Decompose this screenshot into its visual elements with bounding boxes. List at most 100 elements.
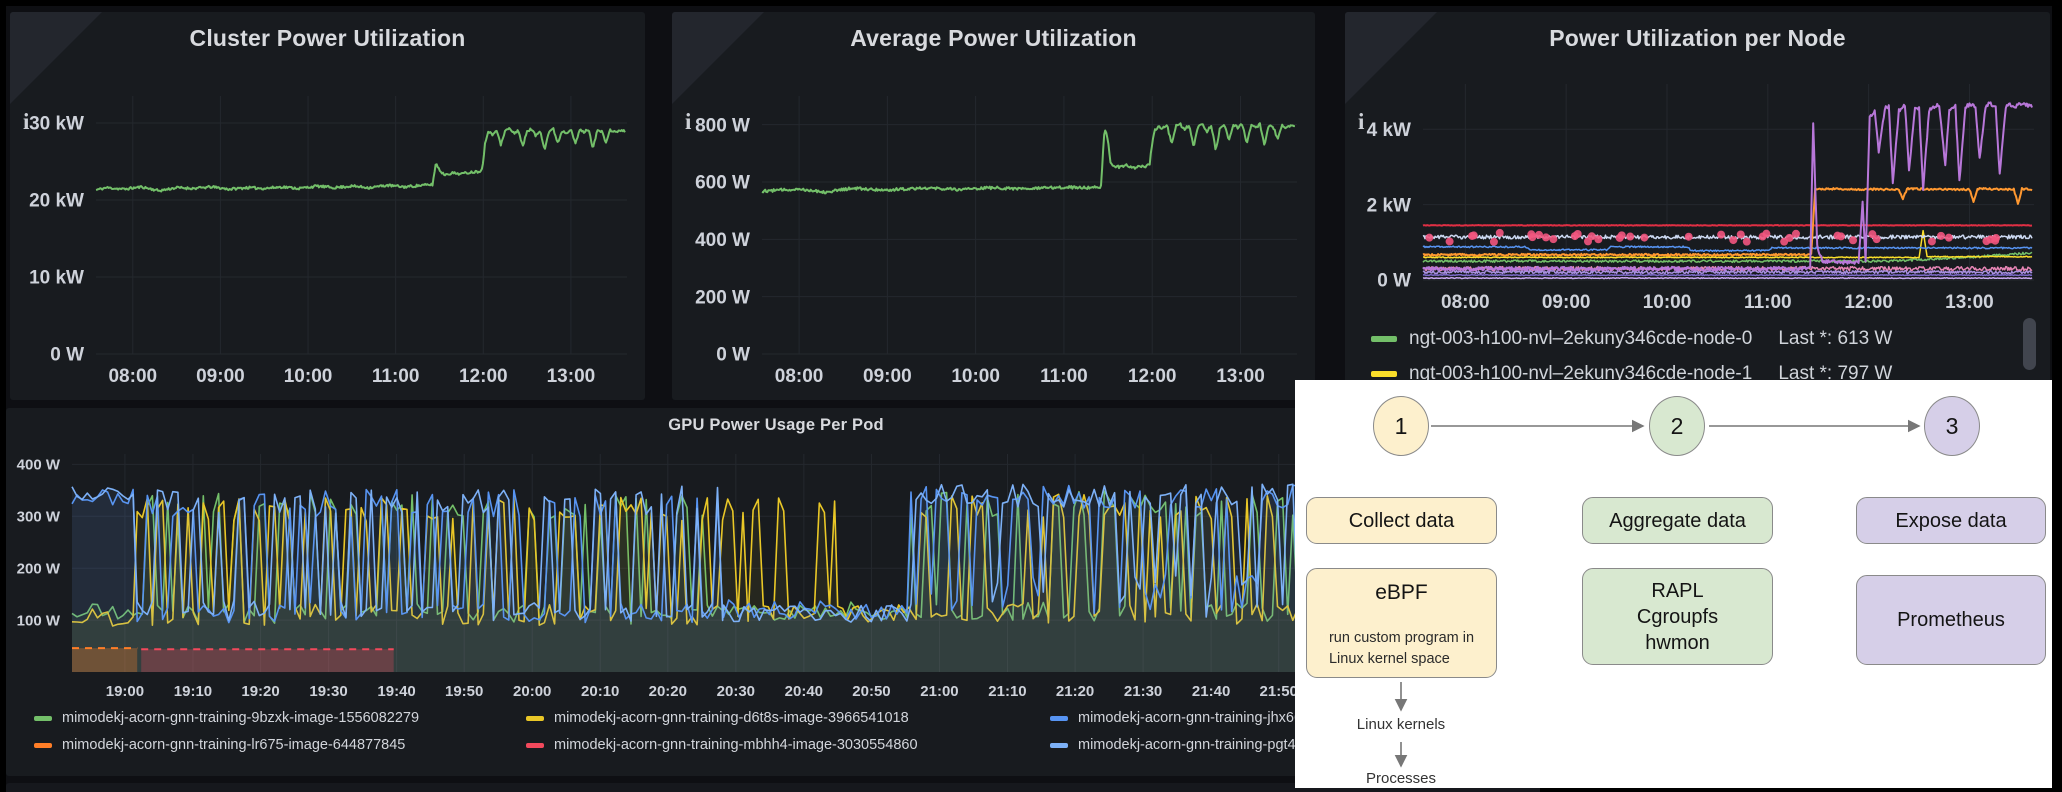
x-tick-label: 11:00 [372,366,420,387]
legend-item[interactable]: mimodekj-acorn-gnn-training-9bzxk-image-… [34,710,526,726]
x-tick-label: 21:20 [1056,683,1094,698]
step-circle-3: 3 [1924,396,1980,456]
legend-last-value: Last *: 613 W [1778,328,1893,349]
series-line-pod-pgt48 [71,483,1527,623]
scatter-dot [1833,231,1842,240]
scatter-dot [1469,231,1478,240]
x-tick-label: 21:50 [1260,683,1298,698]
panel-title[interactable]: Average Power Utilization [850,25,1137,51]
legend-swatch [526,715,544,721]
panel-info-corner[interactable]: i [1345,12,1437,133]
x-tick-label: 13:00 [547,366,596,387]
legend-swatch [1050,715,1068,721]
y-tick-label: 20 kW [29,191,84,212]
y-tick-label: 30 kW [29,114,84,135]
x-tick-label: 20:40 [785,683,823,698]
expose-data-box: Expose data [1856,497,2046,544]
legend-item[interactable]: mimodekj-acorn-gnn-training-mbhh4-image-… [526,737,1050,753]
legend-swatch [34,715,52,721]
prometheus-box: Prometheus [1856,575,2046,665]
series-line-node-yellow [1423,229,2033,259]
gpu-power-chart[interactable]: 100 W 200 W 300 W 400 W 19:00 19:10 19:20 19:30… [6,442,1546,700]
series-line-cluster-total-power [95,127,626,193]
series-line-node-flat-lilac [1422,276,2033,280]
panel-info-corner[interactable]: i [10,12,102,133]
ebpf-box: eBPF run custom program in Linux kernel … [1306,568,1497,678]
info-icon[interactable]: i [23,109,30,134]
scatter-dot [1445,237,1454,246]
legend-item[interactable]: mimodekj-acorn-gnn-training-lr675-image-… [34,737,526,753]
x-tick-label: 09:00 [196,366,245,387]
x-tick-label: 08:00 [1441,292,1490,313]
chart-canvas[interactable]: 100 W 200 W 300 W 400 W 19:00 19:10 19:20 19:30… [6,442,1546,700]
ebpf-title: eBPF [1375,581,1428,604]
panel-cluster-power: i Cluster Power Utilization 0 W 10 kW 20 k… [10,12,645,400]
scatter-dot [1640,233,1649,242]
x-tick-label: 12:00 [459,366,508,387]
info-icon[interactable]: i [1358,109,1365,134]
x-tick-label: 20:30 [717,683,755,698]
legend-item[interactable]: ngt-003-h100-nvl–2ekuny346cde-node-0 Last… [1371,328,1892,350]
gpu-legend: mimodekj-acorn-gnn-training-9bzxk-image-… [34,710,1425,753]
collect-data-box: Collect data [1306,497,1497,544]
scatter-dot [1626,232,1635,241]
step-number: 2 [1670,412,1684,439]
scatter-dot [1927,237,1936,246]
x-tick-label: 19:40 [377,683,415,698]
series-line-pod-d6t8s [71,492,1528,627]
power-per-node-chart[interactable]: 0 W 2 kW 4 kW 08:00 09:00 10:00 11:00 12:00 13:0… [1345,62,2050,324]
legend-label: mimodekj-acorn-gnn-training-mbhh4-image-… [554,737,918,753]
scatter-dot [1849,236,1858,245]
scatter-dot [1937,231,1946,240]
x-tick-label: 20:20 [649,683,687,698]
aggregate-data-box: Aggregate data [1582,497,1773,544]
x-tick-label: 11:00 [1744,292,1792,313]
series-line-node-lavender-wavy [1422,269,2033,275]
x-tick-label: 10:00 [1643,292,1692,313]
series-line-node-orange-step [1422,187,2033,257]
legend-swatch [1371,336,1397,342]
legend-item[interactable]: ngt-003-h100-nvl–2ekuny346cde-node-1 Last… [1371,363,1892,385]
scatter-dot [1736,230,1745,239]
panel-title[interactable]: Power Utilization per Node [1549,25,1846,51]
scatter-dot [1549,235,1558,244]
legend-item[interactable]: mimodekj-acorn-gnn-training-d6t8s-image-… [526,710,1050,726]
info-icon[interactable]: i [685,109,692,134]
panel-average-power: i Average Power Utilization 0 W 200 W 400 … [672,12,1315,400]
chart-canvas[interactable]: 0 W 200 W 400 W 600 W 800 W 08:00 09:00 10:00 11… [672,62,1315,400]
panel-title[interactable]: Cluster Power Utilization [189,25,466,51]
legend-swatch [1371,371,1397,377]
series-line-pod-9bzxk [71,490,1528,625]
x-tick-label: 10:00 [284,366,333,387]
y-tick-label: 400 W [17,457,61,474]
x-tick-label: 21:10 [988,683,1026,698]
panel-title[interactable]: GPU Power Usage Per Pod [668,416,884,434]
diagram-arrows [1394,419,1921,768]
scatter-dot [1944,233,1953,242]
x-tick-label: 21:30 [1124,683,1162,698]
x-tick-label: 13:00 [1945,292,1994,313]
step-circle-2: 2 [1649,396,1705,456]
series-line-node-green [1422,251,2033,264]
panel-info-corner[interactable]: i [672,12,764,133]
cluster-power-chart[interactable]: 0 W 10 kW 20 kW 30 kW 08:00 09:00 10:00 11:00 12… [10,62,645,400]
legend-label: mimodekj-acorn-gnn-training-d6t8s-image-… [554,710,909,726]
average-power-chart[interactable]: 0 W 200 W 400 W 600 W 800 W 08:00 09:00 10:00 11… [672,62,1315,400]
chart-canvas[interactable]: 0 W 10 kW 20 kW 30 kW 08:00 09:00 10:00 11:00 12… [10,62,645,400]
x-tick-label: 19:20 [241,683,279,698]
series-line-node-flat-violet [1422,273,2033,277]
series-area [72,485,1527,672]
scatter-dot [1583,237,1592,246]
legend-scrollbar[interactable] [2023,318,2036,370]
scatter-dot [1762,229,1771,238]
chart-canvas[interactable]: 0 W 2 kW 4 kW 08:00 09:00 10:00 11:00 12:00 13:0… [1345,62,2050,324]
x-tick-label: 09:00 [1542,292,1591,313]
step-circle-1: 1 [1373,396,1429,456]
scatter-dot [1986,235,1995,244]
legend-swatch [34,742,52,748]
x-tick-label: 10:00 [951,366,1000,387]
series-line-average-node-power [761,122,1295,195]
x-tick-label: 19:00 [106,683,144,698]
x-tick-label: 20:50 [852,683,890,698]
